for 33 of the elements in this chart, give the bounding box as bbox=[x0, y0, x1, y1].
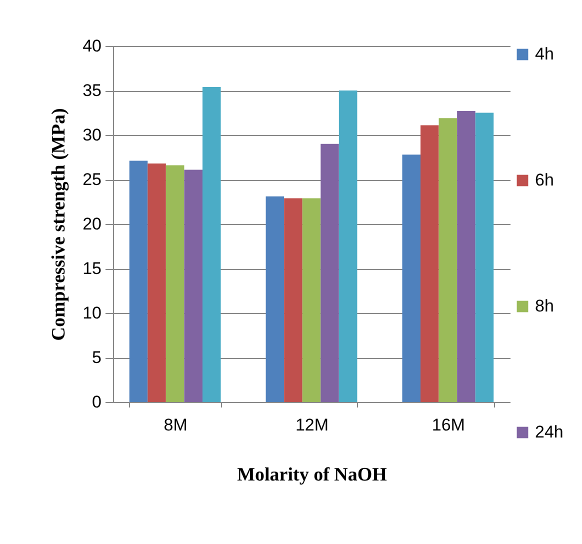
y-tick-label: 0 bbox=[92, 392, 102, 412]
x-tick-label: 16M bbox=[432, 416, 465, 434]
y-tick-label: 20 bbox=[82, 214, 102, 234]
bar bbox=[402, 154, 421, 402]
bar bbox=[320, 144, 339, 402]
bar bbox=[129, 160, 148, 402]
y-tick-label: 40 bbox=[82, 36, 102, 56]
legend-label: 24h bbox=[535, 422, 564, 442]
bar bbox=[166, 165, 184, 402]
y-tick-label: 35 bbox=[82, 81, 102, 100]
bar bbox=[438, 118, 458, 402]
y-axis-title: Compressive strength (MPa) bbox=[48, 108, 70, 341]
legend-label: 4h bbox=[535, 44, 554, 64]
bar bbox=[338, 90, 358, 402]
bar bbox=[202, 86, 221, 402]
y-tick-label: 25 bbox=[82, 170, 102, 189]
y-tick-label: 10 bbox=[82, 304, 102, 322]
bar bbox=[148, 163, 166, 402]
bar bbox=[184, 170, 202, 402]
legend-label: 6h bbox=[535, 170, 554, 190]
x-axis-title: Molarity of NaOH bbox=[237, 464, 388, 486]
x-tick-label: 8M bbox=[164, 416, 188, 434]
y-tick-label: 15 bbox=[82, 259, 102, 278]
legend-label: 8h bbox=[535, 296, 554, 316]
bar bbox=[457, 110, 476, 402]
bar bbox=[420, 125, 439, 402]
bar bbox=[266, 196, 284, 402]
bar bbox=[302, 198, 321, 402]
bar bbox=[475, 112, 494, 402]
x-tick-label: 12M bbox=[295, 416, 329, 434]
y-tick-label: 5 bbox=[92, 348, 102, 367]
bar bbox=[284, 198, 302, 402]
y-tick-label: 30 bbox=[82, 126, 102, 144]
